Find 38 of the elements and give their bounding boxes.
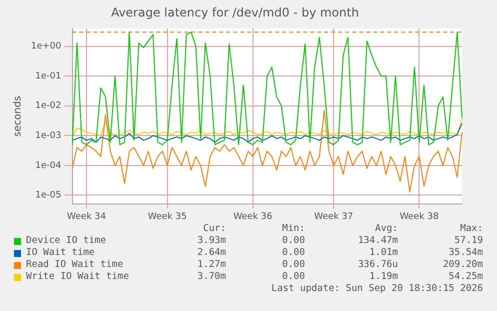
legend-label: IO Wait time <box>26 247 95 259</box>
text: 336.76u <box>358 259 398 270</box>
text: 1.01m <box>369 247 398 258</box>
y-tick-label: 1e-04 <box>35 160 62 171</box>
text: 0.00 <box>282 271 305 282</box>
text: 0.00 <box>282 259 305 270</box>
y-tick-label: 1e-03 <box>35 131 62 142</box>
text: 3.93m <box>197 235 226 246</box>
text: 0.00 <box>282 247 305 258</box>
x-tick-label: Week 37 <box>314 212 354 222</box>
x-tick-label: Week 34 <box>67 212 106 222</box>
text: 134.47m <box>358 235 398 246</box>
y-tick-label: 1e-05 <box>35 190 62 201</box>
text: Max: <box>460 223 483 234</box>
text: 35.54m <box>448 247 483 258</box>
y-tick-label: 1e+00 <box>30 42 62 52</box>
legend-label: Device IO time <box>26 235 106 247</box>
chart-title: Average latency for /dev/md0 - by month <box>111 5 359 20</box>
text: 209.20m <box>442 259 483 270</box>
text: 57.19 <box>454 235 483 246</box>
legend-label: Read IO Wait time <box>26 259 124 271</box>
text: 54.25m <box>448 271 483 282</box>
legend-label: Write IO Wait time <box>26 271 129 283</box>
y-tick-label: 1e-02 <box>35 101 62 112</box>
x-tick-label: Week 38 <box>400 212 439 222</box>
text: 2.64m <box>197 247 226 258</box>
text: Cur: <box>203 223 226 234</box>
x-tick-label: Week 36 <box>233 212 273 222</box>
text: 0.00 <box>282 235 305 246</box>
text: Last update: Sun Sep 20 18:30:15 2026 <box>271 283 483 294</box>
y-tick-label: 1e-01 <box>35 71 62 82</box>
y-axis-title: seconds <box>12 96 24 137</box>
x-tick-label: Week 35 <box>148 212 187 222</box>
text: 1.27m <box>197 259 226 270</box>
text: 1.19m <box>369 271 398 282</box>
text: Avg: <box>375 223 398 234</box>
text: Min: <box>282 223 305 234</box>
text: 3.70m <box>197 271 226 282</box>
